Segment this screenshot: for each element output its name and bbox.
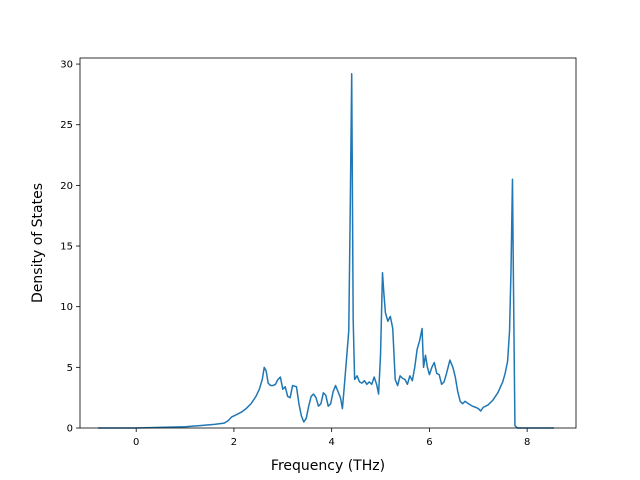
x-tick-label: 2 [231,437,237,448]
dos-series-line [98,73,555,429]
x-axis-label: Frequency (THz) [271,458,385,474]
axis-ticks: 0 2 4 6 8 0 5 10 15 20 25 30 [60,60,530,448]
x-tick-label: 6 [426,437,432,448]
plot-background [80,58,576,428]
y-tick-label: 15 [60,242,73,253]
y-tick-label: 20 [60,181,73,192]
y-tick-label: 10 [60,302,73,313]
y-tick-label: 0 [67,424,73,435]
x-tick-label: 0 [133,437,139,448]
plot-frame [79,57,577,429]
y-tick-label: 30 [60,60,73,71]
y-tick-label: 5 [67,363,73,374]
y-tick-label: 25 [60,120,73,131]
y-axis-label: Density of States [30,183,46,303]
x-tick-label: 4 [328,437,334,448]
x-tick-label: 8 [524,437,530,448]
